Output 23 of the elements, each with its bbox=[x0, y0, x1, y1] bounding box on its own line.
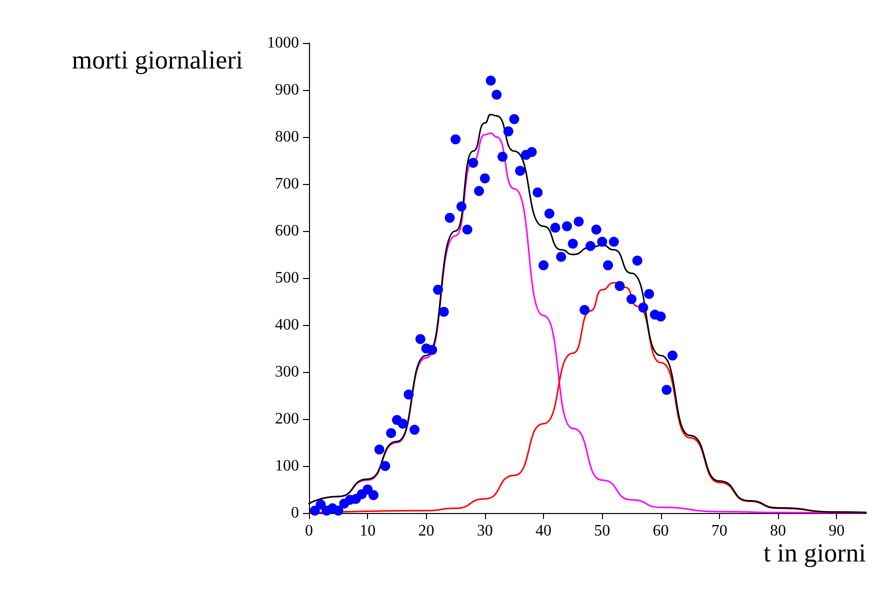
x-tick-label: 0 bbox=[305, 522, 313, 540]
y-axis-title: morti giornalieri bbox=[72, 46, 243, 74]
y-tick-label: 1000 bbox=[267, 34, 299, 52]
y-tick-label: 200 bbox=[275, 410, 299, 428]
x-tick-label: 50 bbox=[594, 522, 610, 540]
y-tick-label: 700 bbox=[275, 176, 299, 192]
x-axis-title: t in giorni bbox=[763, 538, 866, 568]
y-tick-label: 300 bbox=[275, 364, 299, 380]
y-tick-label: 100 bbox=[275, 458, 299, 474]
y-tick-label: 400 bbox=[275, 316, 299, 334]
x-tick-label: 60 bbox=[652, 522, 669, 540]
y-tick-label: 600 bbox=[275, 222, 299, 240]
x-tick-label: 70 bbox=[711, 522, 728, 540]
y-tick-label: 0 bbox=[291, 504, 299, 522]
y-tick-label: 500 bbox=[275, 270, 299, 286]
x-tick-label: 30 bbox=[476, 522, 493, 540]
x-tick-label: 80 bbox=[770, 522, 786, 540]
x-tick-label: 40 bbox=[536, 522, 552, 540]
x-tick-label: 20 bbox=[418, 522, 434, 540]
y-tick-label: 900 bbox=[275, 82, 299, 98]
x-tick-label: 10 bbox=[360, 522, 376, 540]
y-tick-label: 800 bbox=[275, 128, 299, 146]
x-tick-label: 90 bbox=[828, 522, 845, 540]
